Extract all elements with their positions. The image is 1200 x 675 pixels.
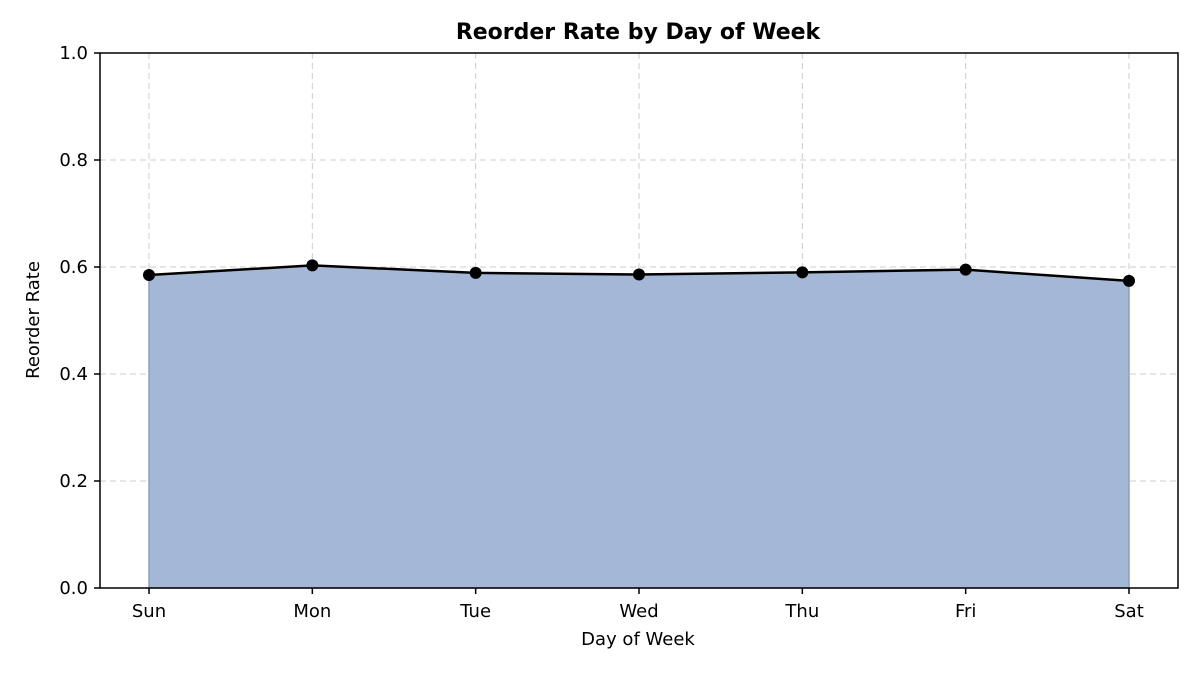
x-tick-label: Fri	[955, 601, 976, 622]
data-point	[633, 268, 645, 281]
data-point	[143, 269, 155, 282]
y-tick-label: 0.8	[59, 150, 88, 171]
data-markers	[143, 259, 1135, 287]
x-tick-label: Thu	[784, 601, 819, 622]
x-axis-ticks: Sun Mon Tue Wed Thu Fri Sat	[132, 588, 1144, 622]
x-axis-label: Day of Week	[581, 629, 695, 650]
data-point	[959, 263, 972, 276]
y-tick-label: 1.0	[59, 43, 88, 64]
data-point	[469, 266, 482, 279]
area-fill	[148, 264, 1130, 589]
plot-frame	[99, 52, 1179, 589]
y-tick-label: 0.6	[59, 257, 88, 278]
x-tick-label: Sat	[1114, 601, 1144, 622]
x-tick-label: Mon	[293, 601, 331, 622]
x-tick-label: Sun	[132, 601, 166, 622]
y-axis-ticks: 0.0 0.2 0.4 0.6 0.8 1.0	[59, 43, 100, 599]
y-tick-label: 0.2	[59, 471, 88, 492]
y-tick-label: 0.4	[59, 364, 88, 385]
x-tick-label: Wed	[619, 601, 658, 622]
data-point	[1123, 274, 1135, 287]
y-axis-label: Reorder Rate	[23, 261, 44, 379]
data-point	[796, 266, 809, 279]
chart-title: Reorder Rate by Day of Week	[456, 20, 822, 45]
data-point	[306, 259, 319, 272]
x-tick-label: Tue	[459, 601, 491, 622]
y-tick-label: 0.0	[59, 578, 88, 599]
